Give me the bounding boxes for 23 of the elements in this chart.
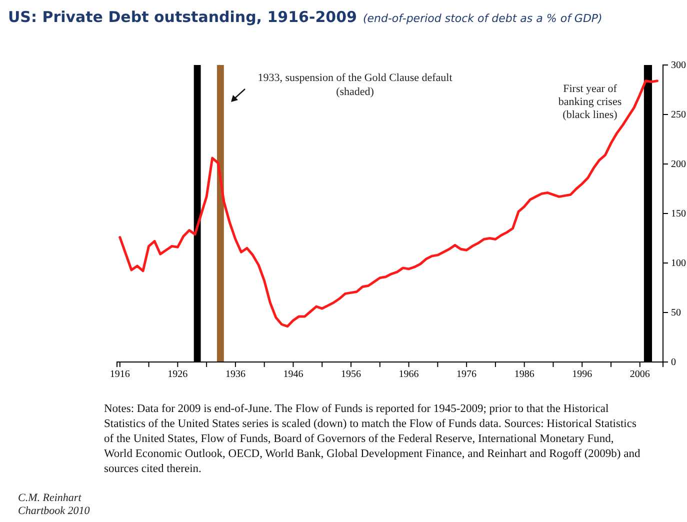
x-tick-label: 1956 <box>341 369 361 380</box>
x-tick-label: 1986 <box>514 369 534 380</box>
y-tick-label: 300 <box>671 60 686 72</box>
x-tick-label: 1946 <box>283 369 304 380</box>
x-tick-label: 2006 <box>630 369 650 380</box>
chart-subtitle: (end-of-period stock of debt as a % of GDP) <box>362 12 602 25</box>
text: C.M. Reinhart Chartbook 2010 <box>18 492 91 518</box>
x-tick-label: 1966 <box>398 369 419 380</box>
x-tick-label: 1916 <box>110 369 130 380</box>
y-tick-label: 100 <box>671 258 686 270</box>
x-tick-label: 1976 <box>456 369 477 380</box>
annotation: 1933, suspension of the Gold Clause default (shaded) <box>258 72 452 98</box>
x-tick-label: 1996 <box>572 369 592 380</box>
x-tick-label: 1926 <box>168 369 188 380</box>
y-tick-label: 150 <box>671 208 686 220</box>
y-tick-label: 0 <box>671 357 676 368</box>
text: Notes: Data for 2009 is end-of-June. The Flow of Funds is reported for 1945-2009; prior to that the Historical Statistics of the United States series is scaled (down) to match the Flow of Funds data. Sources: Historical Statistics of the United States, Flow of Funds, Board of Governors of the Federal Reserve, International Monetary Fund, World Economic Outlook, OECD, World Bank, Global Development Finance, and Reinhart and Rogoff (2009b) and sources cited therein. <box>104 402 642 477</box>
y-tick-label: 50 <box>671 308 681 319</box>
annotation: First year of banking crises (black lines) <box>558 83 622 121</box>
x-tick-label: 1936 <box>225 369 246 380</box>
y-tick-label: 250 <box>671 110 686 121</box>
chart-title: US: Private Debt outstanding, 1916-2009 <box>8 8 357 26</box>
y-tick-label: 200 <box>671 159 686 170</box>
